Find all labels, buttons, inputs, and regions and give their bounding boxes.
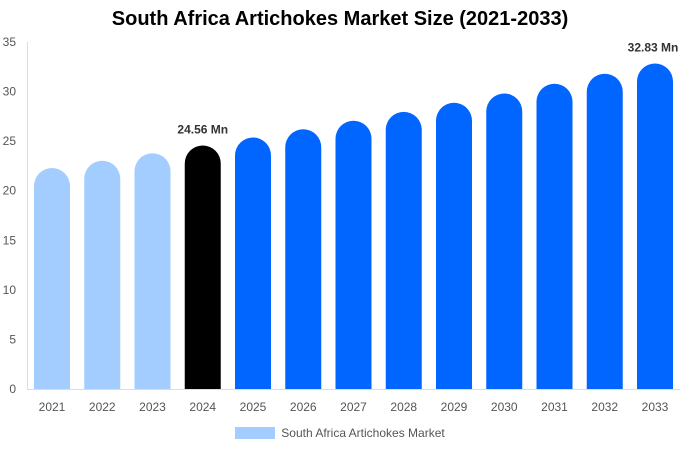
y-tick-label: 10 <box>3 283 17 297</box>
x-tick-label: 2023 <box>139 400 166 414</box>
chart-title: South Africa Artichokes Market Size (202… <box>111 8 569 30</box>
bar-2033[interactable] <box>637 63 673 389</box>
bar-2032[interactable] <box>586 73 623 390</box>
x-tick-label: 2021 <box>39 400 66 414</box>
legend-label: South Africa Artichokes Market <box>281 426 445 440</box>
y-tick-label: 5 <box>9 332 16 346</box>
bar-2024[interactable] <box>184 145 221 389</box>
bar-2030[interactable] <box>486 93 523 389</box>
bar-2027[interactable] <box>335 120 372 389</box>
x-tick-label: 2024 <box>189 400 216 414</box>
data-label: 24.56 Mn <box>177 123 228 137</box>
x-tick-label: 2030 <box>491 400 518 414</box>
x-tick-label: 2033 <box>642 400 669 414</box>
bar-2029[interactable] <box>436 102 472 390</box>
y-tick-label: 20 <box>3 184 17 198</box>
bar-2031[interactable] <box>536 83 573 390</box>
legend[interactable]: South Africa Artichokes Market <box>0 426 680 440</box>
x-tick-label: 2031 <box>541 400 568 414</box>
y-tick-label: 0 <box>9 382 16 396</box>
x-tick-label: 2026 <box>290 400 317 414</box>
bar-2022[interactable] <box>84 160 121 389</box>
x-tick-label: 2027 <box>340 400 367 414</box>
bar-2021[interactable] <box>34 168 70 389</box>
x-tick-label: 2025 <box>240 400 267 414</box>
x-tick-label: 2032 <box>591 400 618 414</box>
legend-swatch <box>235 427 276 439</box>
x-tick-label: 2022 <box>89 400 116 414</box>
x-tick-label: 2028 <box>390 400 417 414</box>
data-label: 32.83 Mn <box>628 41 679 55</box>
y-tick-label: 35 <box>3 35 17 49</box>
bar-2028[interactable] <box>385 111 422 390</box>
bar-2025[interactable] <box>235 137 271 389</box>
bar-2026[interactable] <box>285 129 322 389</box>
x-tick-label: 2029 <box>441 400 468 414</box>
y-tick-label: 15 <box>3 233 17 247</box>
y-tick-label: 30 <box>3 85 17 99</box>
bar-2023[interactable] <box>134 153 171 389</box>
y-tick-label: 25 <box>3 134 17 148</box>
